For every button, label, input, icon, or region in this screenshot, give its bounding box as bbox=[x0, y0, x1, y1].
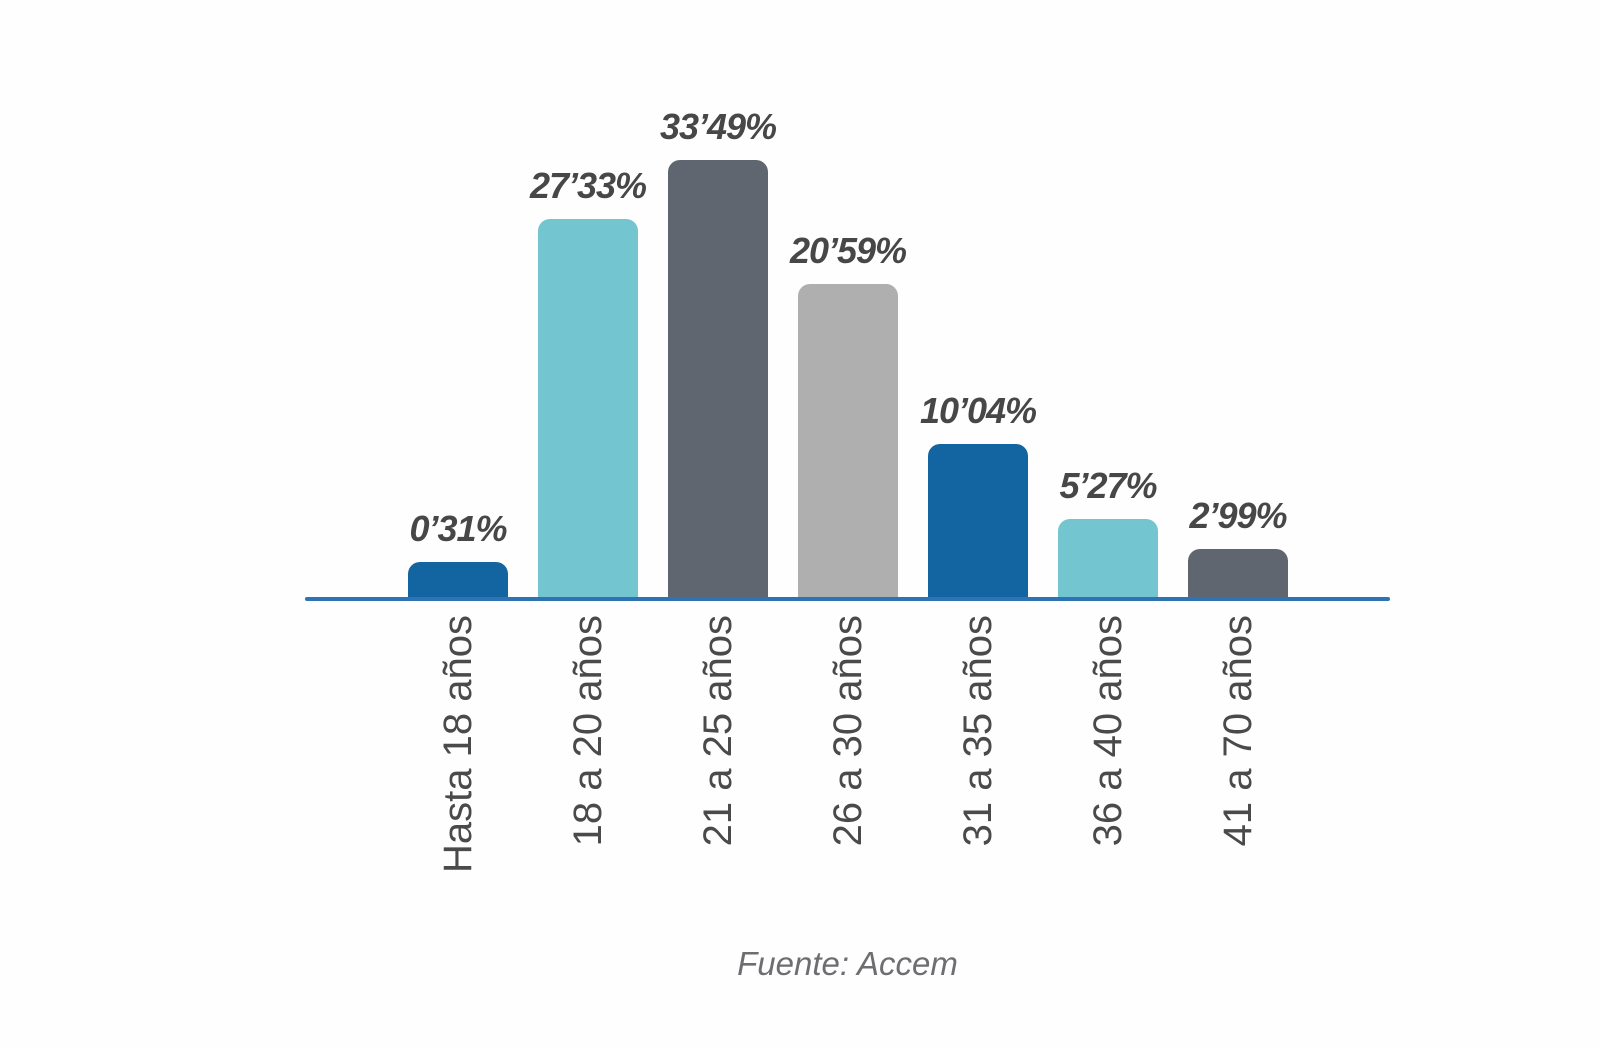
category-label: 18 a 20 años bbox=[566, 615, 610, 847]
category-label: 41 a 70 años bbox=[1216, 615, 1260, 847]
age-distribution-bar-chart: 0’31% 27’33% 33’49% 20’59% 10’04% 5’27% 2’99% … bbox=[305, 0, 1390, 983]
bar-column: 0’31% bbox=[408, 508, 508, 597]
bar-value-label: 27’33% bbox=[529, 165, 647, 206]
bar bbox=[538, 219, 638, 597]
bar-value-label: 20’59% bbox=[789, 230, 907, 271]
category-label-column: 26 a 30 años bbox=[798, 615, 898, 873]
x-axis-line bbox=[305, 597, 1390, 601]
category-label-column: 41 a 70 años bbox=[1188, 615, 1288, 873]
category-label: 31 a 35 años bbox=[956, 615, 1000, 847]
bar bbox=[668, 160, 768, 597]
category-label-column: 36 a 40 años bbox=[1058, 615, 1158, 873]
category-labels-row: Hasta 18 años 18 a 20 años 21 a 25 años 26 … bbox=[305, 615, 1390, 873]
category-label-column: 21 a 25 años bbox=[668, 615, 768, 873]
bar bbox=[928, 444, 1028, 597]
source-caption: Fuente: Accem bbox=[737, 944, 958, 982]
category-label-column: 18 a 20 años bbox=[538, 615, 638, 873]
bar-value-label: 33’49% bbox=[659, 106, 777, 147]
bar bbox=[1058, 519, 1158, 597]
bar-value-label: 0’31% bbox=[409, 508, 507, 549]
category-label: 21 a 25 años bbox=[696, 615, 740, 847]
bars-row: 0’31% 27’33% 33’49% 20’59% 10’04% 5’27% 2’99% bbox=[305, 0, 1390, 597]
bar-column: 27’33% bbox=[530, 165, 647, 597]
category-label: 36 a 40 años bbox=[1086, 615, 1130, 847]
bar-value-label: 2’99% bbox=[1189, 495, 1287, 536]
bar-column: 20’59% bbox=[790, 230, 907, 597]
bar-column: 2’99% bbox=[1188, 495, 1288, 597]
category-label-column: 31 a 35 años bbox=[928, 615, 1028, 873]
bar-value-label: 5’27% bbox=[1059, 465, 1157, 506]
bar bbox=[1188, 549, 1288, 597]
bar-column: 5’27% bbox=[1058, 465, 1158, 597]
bar-value-label: 10’04% bbox=[919, 390, 1037, 431]
bar-column: 33’49% bbox=[660, 106, 777, 597]
bar bbox=[798, 284, 898, 597]
category-label-column: Hasta 18 años bbox=[408, 615, 508, 873]
category-label: 26 a 30 años bbox=[826, 615, 870, 847]
bar bbox=[408, 562, 508, 597]
bar-column: 10’04% bbox=[920, 390, 1037, 597]
category-label: Hasta 18 años bbox=[436, 615, 480, 873]
